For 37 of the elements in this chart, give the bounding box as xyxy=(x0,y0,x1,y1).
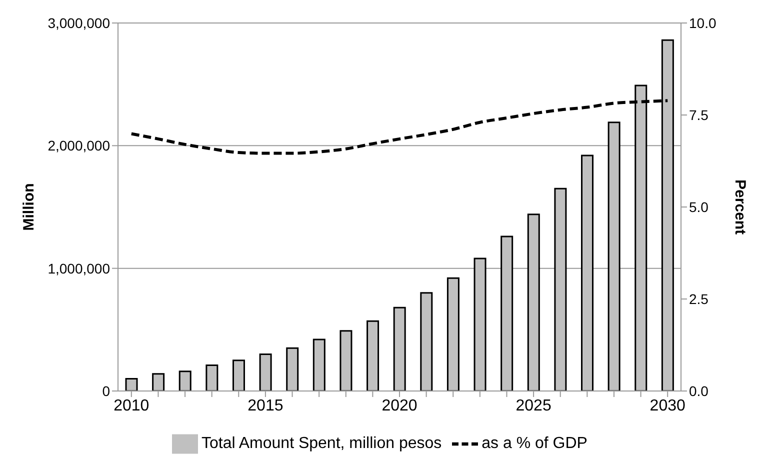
bar xyxy=(500,236,514,391)
y-tick-label: 1,000,000 xyxy=(48,260,110,276)
x-tick-label: 2030 xyxy=(650,397,686,414)
x-tick-label: 2015 xyxy=(248,397,284,414)
bar xyxy=(527,214,540,391)
bar xyxy=(420,292,433,391)
legend-label: as a % of GDP xyxy=(482,435,588,452)
bar xyxy=(608,122,620,391)
bar xyxy=(259,353,272,391)
y-axis-title: Million xyxy=(20,183,38,231)
y-tick-label: 0 xyxy=(102,382,110,399)
bar xyxy=(125,378,138,391)
y-tick-label: 2,000,000 xyxy=(48,138,110,154)
legend-label: Total Amount Spent, million pesos xyxy=(202,435,442,452)
y2-tick-label: 5.0 xyxy=(689,198,709,215)
y2-tick-label: 2.5 xyxy=(689,290,709,307)
y2-tick-label: 10.0 xyxy=(689,14,716,31)
x-tick-label: 2025 xyxy=(516,397,552,414)
bar xyxy=(340,330,352,391)
y2-tick-label: 0.0 xyxy=(689,382,709,399)
x-tick-label: 2020 xyxy=(382,397,418,414)
bar xyxy=(206,364,218,391)
y-tick-label: 3,000,000 xyxy=(48,14,110,31)
y2-axis-title: Percent xyxy=(732,179,749,235)
bar xyxy=(366,320,380,391)
bar xyxy=(312,338,326,391)
bar xyxy=(581,154,594,391)
bar xyxy=(152,373,165,391)
bar xyxy=(446,277,460,391)
bar xyxy=(286,347,299,391)
bar xyxy=(554,188,567,391)
y2-tick-label: 7.5 xyxy=(689,106,709,123)
bar xyxy=(232,360,245,391)
x-tick-label: 2010 xyxy=(114,397,150,414)
bar xyxy=(393,306,406,391)
bar xyxy=(474,258,486,391)
bar xyxy=(178,370,192,391)
